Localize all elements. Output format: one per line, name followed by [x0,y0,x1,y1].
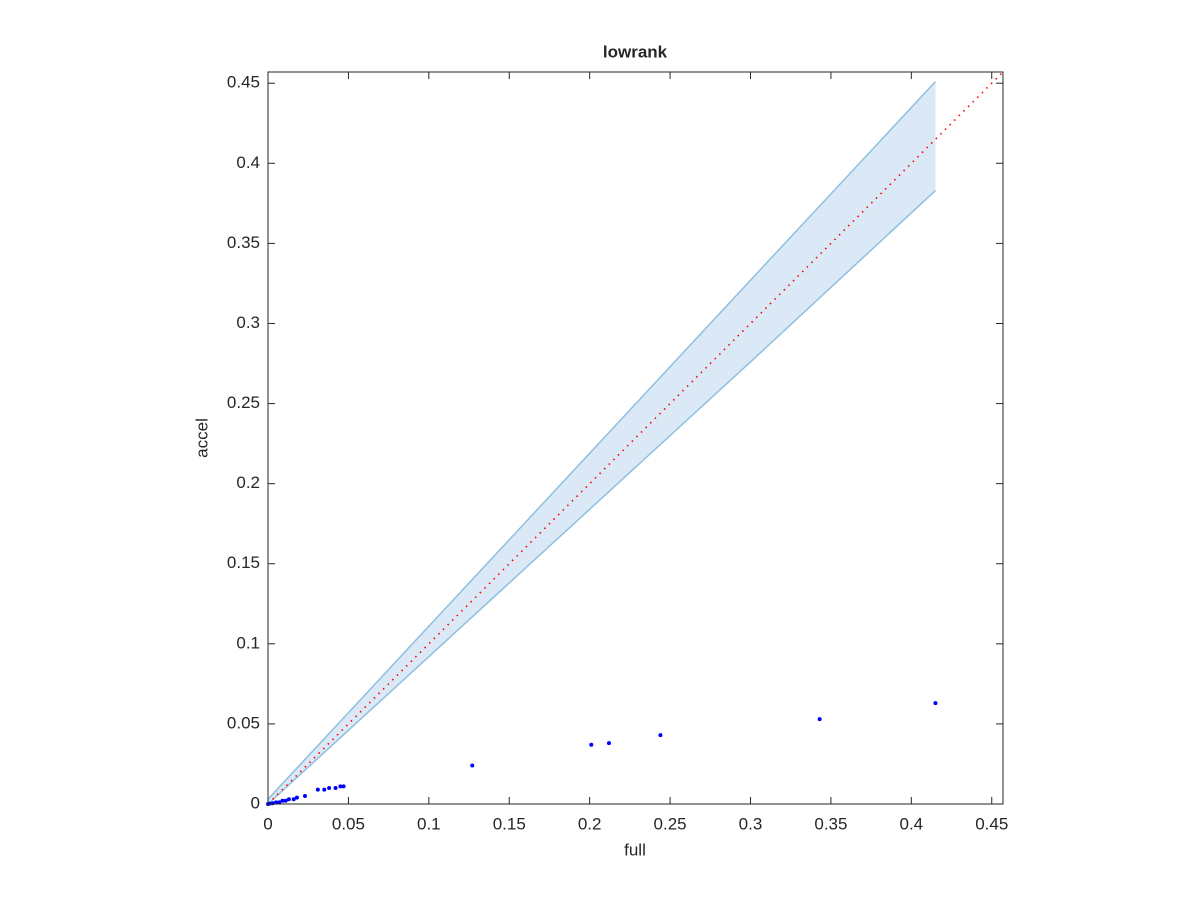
y-tick-label: 0 [251,793,260,812]
x-tick-label: 0 [263,814,272,833]
x-tick-label: 0.25 [654,814,687,833]
y-tick-label: 0.1 [236,633,260,652]
point [291,797,296,802]
band-fill [268,81,936,805]
point [283,798,288,803]
y-tick-label: 0.25 [227,393,260,412]
y-tick-label: 0.35 [227,233,260,252]
point [327,785,332,790]
y-tick-label: 0.05 [227,713,260,732]
y-tick-label: 0.45 [227,73,260,92]
point [658,733,663,738]
point [817,717,822,722]
point [606,741,611,746]
y-tick-label: 0.2 [236,473,260,492]
band-edge [267,81,936,800]
point [286,797,291,802]
x-tick-label: 0.3 [739,814,763,833]
point [274,800,279,805]
y-axis-label: accel [192,418,211,458]
point [302,793,307,798]
point [341,784,346,789]
x-tick-label: 0.35 [814,814,847,833]
point [315,787,320,792]
point [322,787,327,792]
point [933,701,938,706]
band-edge [267,189,936,805]
plot-frame [267,71,1004,805]
x-axis-label: full [624,840,646,859]
point [280,798,285,803]
point [294,795,299,800]
point [470,763,475,768]
chart-title: lowrank [603,42,668,61]
x-tick-label: 0.2 [578,814,602,833]
point [589,742,594,747]
point [333,785,338,790]
point [338,784,343,789]
y-tick-label: 0.15 [227,553,260,572]
y-tick-label: 0.3 [236,313,260,332]
y-tick-label: 0.4 [236,153,260,172]
x-tick-label: 0.1 [417,814,441,833]
x-tick-label: 0.05 [332,814,365,833]
x-tick-label: 0.15 [493,814,526,833]
x-tick-label: 0.4 [900,814,924,833]
point [277,800,282,805]
x-tick-label: 0.45 [975,814,1008,833]
